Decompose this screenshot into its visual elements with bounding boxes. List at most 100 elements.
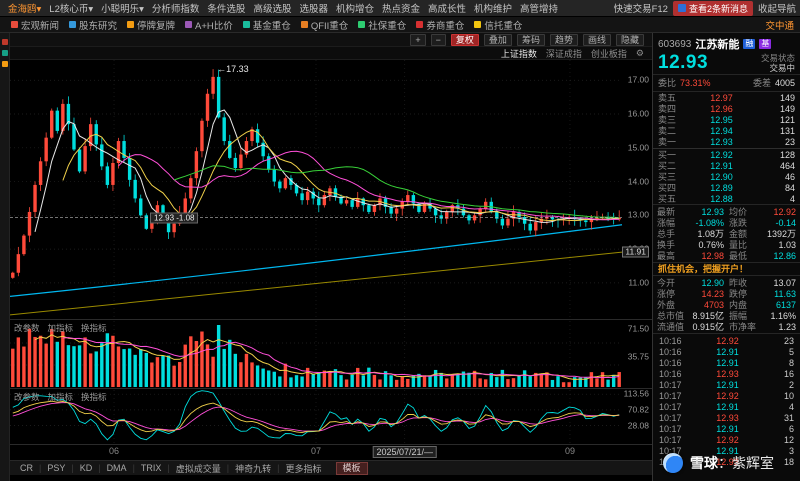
indicator-tab-神奇九转[interactable]: 神奇九转 bbox=[235, 463, 272, 474]
stat-label: 最低 bbox=[729, 251, 748, 261]
price-axis-label: 16.00 bbox=[627, 108, 649, 119]
indicator-tab-TRIX[interactable]: TRIX bbox=[140, 463, 162, 473]
submenu-item-5[interactable]: 基金重仓 bbox=[238, 18, 296, 32]
menu-item-9[interactable]: 热点资金 bbox=[381, 4, 420, 15]
volume-pane[interactable]: 71.50 35.75 改参数 加指标 换指标 bbox=[10, 321, 652, 389]
left-strip-icon[interactable] bbox=[1, 50, 8, 56]
tick-price: 12.92 bbox=[716, 335, 739, 346]
messages-badge[interactable]: 查看2条新消息 bbox=[672, 0, 753, 16]
collapse-nav-button[interactable]: 收起导航 bbox=[757, 4, 796, 15]
toolbar-button-1[interactable]: 复权 bbox=[450, 33, 479, 46]
submenu-item-8[interactable]: 券商重仓 bbox=[411, 18, 469, 32]
stat-label: 最新 bbox=[657, 207, 676, 217]
toolbar-button-2[interactable]: 叠加 bbox=[483, 33, 512, 46]
pane-tool-1[interactable]: 改参数 bbox=[14, 323, 40, 333]
ask-row[interactable]: 卖五 12.97 149 bbox=[653, 92, 800, 104]
book-volume: 149 bbox=[779, 92, 795, 103]
menu-item-11[interactable]: 机构维护 bbox=[474, 4, 513, 15]
indicator-tab-虚拟成交量[interactable]: 虚拟成交量 bbox=[175, 463, 221, 474]
submenu-item-icon bbox=[69, 21, 77, 28]
stat-row: 涨停 14.23 跌停 11.63 bbox=[653, 288, 800, 300]
submenu-item-4[interactable]: A+H比价 bbox=[180, 18, 238, 32]
toolbar-button-5[interactable]: 画线 bbox=[582, 33, 611, 46]
indicator-tab-DMA[interactable]: DMA bbox=[106, 463, 127, 473]
pane-tool-3[interactable]: 换指标 bbox=[81, 323, 107, 333]
tick-row: 10:16 12.91 5 bbox=[653, 346, 800, 357]
pane-tool-2[interactable]: 加指标 bbox=[47, 323, 74, 333]
submenu-item-9[interactable]: 信托重仓 bbox=[469, 18, 527, 32]
pane-tool-1[interactable]: 改参数 bbox=[14, 392, 40, 402]
settings-gear-icon[interactable]: ⚙ bbox=[635, 47, 644, 58]
submenu-item-2[interactable]: 股东研究 bbox=[64, 18, 122, 32]
left-strip-icon[interactable] bbox=[1, 61, 8, 67]
last-price: 12.93 bbox=[658, 52, 709, 73]
menu-item-6[interactable]: 高级选股 bbox=[253, 4, 292, 15]
zoom-in-button[interactable]: + bbox=[410, 33, 426, 46]
menu-item-5[interactable]: 条件选股 bbox=[207, 4, 246, 15]
submenu-item-3[interactable]: 停牌复牌 bbox=[122, 18, 180, 32]
kdj-axis-label: 28.08 bbox=[627, 420, 649, 431]
pane-tool-2[interactable]: 加指标 bbox=[47, 392, 74, 402]
ask-row[interactable]: 卖一 12.93 23 bbox=[653, 136, 800, 148]
tick-row: 10:17 12.91 3 bbox=[653, 445, 800, 456]
menu-item-8[interactable]: 机构增仓 bbox=[335, 4, 374, 15]
indicator-tab-CR[interactable]: CR bbox=[20, 463, 33, 473]
menu-bar-primary: 金海鸥▾ L2核心币▾ 小聪明乐▾ 分析师指数 条件选股 高级选股 选股器 机构增仓 热点资金高… bbox=[0, 0, 800, 17]
trade-hotline-link[interactable]: 交中通 bbox=[765, 20, 794, 32]
toolbar-button-4[interactable]: 趋势 bbox=[549, 33, 578, 46]
bid-row[interactable]: 买五 12.88 4 bbox=[653, 193, 800, 205]
menu-item-7[interactable]: 选股器 bbox=[299, 4, 328, 15]
submenu-item-7[interactable]: 社保重仓 bbox=[353, 18, 411, 32]
bid-row[interactable]: 买一 12.92 128 bbox=[653, 149, 800, 161]
zoom-out-button[interactable]: − bbox=[430, 33, 446, 46]
indicator-tab-更多指标[interactable]: 更多指标 bbox=[285, 463, 322, 474]
submenu-item-6[interactable]: QFII重仓 bbox=[296, 18, 353, 32]
quote-header: 603693 江苏新能 融 基 12.93 交易状态 交易中 bbox=[653, 33, 800, 75]
menu-item-2[interactable]: L2核心币▾ bbox=[49, 4, 94, 15]
tick-volume: 18 bbox=[783, 456, 794, 467]
indicator-tab-PSY[interactable]: PSY bbox=[47, 463, 66, 473]
template-button[interactable]: 模板 bbox=[335, 461, 368, 475]
promo-open-account-link[interactable]: 抓住机会，把握开户！ bbox=[653, 262, 800, 275]
stat-label: 均价 bbox=[729, 207, 748, 217]
toolbar-button-6[interactable]: 隐藏 bbox=[615, 33, 644, 46]
book-volume: 46 bbox=[784, 171, 795, 182]
menu-item-3[interactable]: 小聪明乐▾ bbox=[101, 4, 144, 15]
tick-price: 12.91 bbox=[716, 357, 739, 368]
bid-row[interactable]: 买四 12.89 84 bbox=[653, 182, 800, 194]
menu-item-1[interactable]: 金海鸥▾ bbox=[8, 4, 42, 15]
ask-row[interactable]: 卖二 12.94 131 bbox=[653, 125, 800, 137]
submenu-item-1[interactable]: 宏观新闻 bbox=[6, 18, 64, 32]
tick-row: 10:16 12.92 23 bbox=[653, 335, 800, 346]
menu-item-4[interactable]: 分析师指数 bbox=[151, 4, 200, 15]
bid-row[interactable]: 买三 12.90 46 bbox=[653, 171, 800, 183]
left-strip-icon[interactable] bbox=[1, 39, 8, 45]
tick-price: 12.93 bbox=[716, 456, 739, 467]
ask-row[interactable]: 卖三 12.95 121 bbox=[653, 114, 800, 126]
index-tab-3[interactable]: 创业板指 bbox=[590, 48, 627, 59]
book-volume: 121 bbox=[779, 114, 795, 125]
index-tab-1[interactable]: 上证指数 bbox=[500, 48, 537, 59]
tick-list[interactable]: 10:16 12.92 23 10:16 12.91 5 10:16 12.91 8 10:16 1… bbox=[653, 333, 800, 467]
quick-trade-button[interactable]: 快速交易F12 bbox=[613, 4, 668, 15]
kdj-pane[interactable]: 113.56 70.82 28.08 改参数 加指标 换指标 bbox=[10, 389, 652, 445]
candlestick-pane[interactable]: ←17.3317.0016.0015.0014.0013.0012.0011.0… bbox=[10, 60, 652, 320]
index-tab-2[interactable]: 深证成指 bbox=[545, 48, 582, 59]
price-axis-label: 14.00 bbox=[627, 176, 649, 187]
ask-row[interactable]: 卖四 12.96 149 bbox=[653, 103, 800, 115]
stat-label: 内盘 bbox=[729, 300, 748, 310]
submenu-item-label: 券商重仓 bbox=[426, 20, 465, 32]
menu-item-10[interactable]: 高成长性 bbox=[428, 4, 467, 15]
price-axis-label: 11.00 bbox=[628, 277, 649, 288]
book-price: 12.97 bbox=[710, 92, 733, 103]
price-tag-11-91: 11.91 bbox=[622, 246, 649, 258]
toolbar-button-3[interactable]: 筹码 bbox=[516, 33, 545, 46]
pane-tool-3[interactable]: 换指标 bbox=[81, 392, 107, 402]
menu-item-12[interactable]: 高管增持 bbox=[520, 4, 559, 15]
bid-row[interactable]: 买二 12.91 464 bbox=[653, 160, 800, 172]
stat-label: 市净率 bbox=[729, 322, 757, 332]
watermark-brand: 雪球 bbox=[690, 455, 718, 471]
book-price: 12.90 bbox=[710, 171, 733, 182]
date-label-3[interactable]: 2025/07/21/— bbox=[372, 446, 438, 458]
indicator-tab-KD[interactable]: KD bbox=[79, 463, 93, 473]
